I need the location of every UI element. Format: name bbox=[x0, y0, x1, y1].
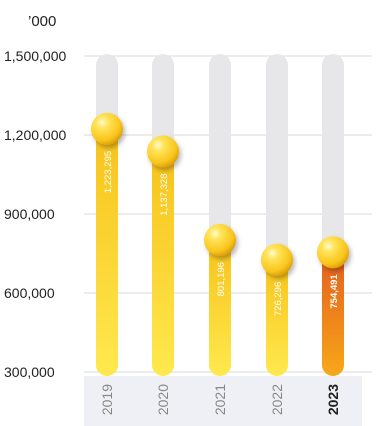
y-tick-label: 1,200,000 bbox=[4, 127, 66, 143]
x-tick-label: 2021 bbox=[212, 384, 228, 415]
bar bbox=[96, 128, 118, 376]
bar-cap-ball bbox=[147, 135, 179, 168]
x-axis: 2019 2020 2021 2022 2023 bbox=[99, 384, 341, 415]
bar-value-label: 1,137,328 bbox=[159, 174, 170, 216]
y-tick-label: 1,500,000 bbox=[4, 48, 66, 64]
y-tick-label: 600,000 bbox=[4, 285, 55, 301]
bar-cap-ball bbox=[261, 243, 293, 276]
unit-label: ’000 bbox=[28, 13, 56, 30]
bar bbox=[209, 240, 231, 376]
y-tick-label: 900,000 bbox=[4, 206, 55, 222]
x-tick-label: 2019 bbox=[99, 384, 115, 415]
x-tick-label: 2020 bbox=[155, 384, 171, 415]
x-tick-label: 2023 bbox=[325, 384, 341, 415]
bar bbox=[152, 151, 174, 376]
y-axis: 1,500,000 1,200,000 900,000 600,000 300,000 bbox=[4, 48, 66, 380]
x-tick-label: 2022 bbox=[269, 384, 285, 415]
bar-value-label: 726,296 bbox=[273, 282, 284, 316]
bar-cap-ball bbox=[317, 236, 349, 269]
bar-value-label: 1,223,295 bbox=[103, 151, 114, 193]
category-axis-band bbox=[84, 376, 362, 426]
bars: 1,223,295 1,137,328 801,196 726,296 754,491 bbox=[91, 54, 349, 376]
bar-cap-ball bbox=[91, 112, 123, 145]
bar-value-label: 801,196 bbox=[216, 262, 227, 296]
bar bbox=[266, 259, 288, 376]
y-tick-label: 300,000 bbox=[4, 364, 55, 380]
bar-value-label: 754,491 bbox=[329, 274, 340, 309]
bar-cap-ball bbox=[204, 224, 236, 257]
bar bbox=[322, 252, 344, 376]
